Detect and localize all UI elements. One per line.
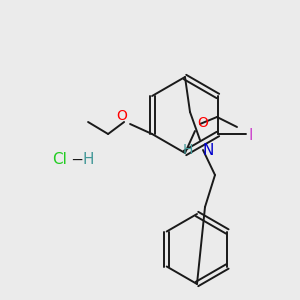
Text: I: I bbox=[249, 128, 254, 142]
Text: ─: ─ bbox=[72, 152, 81, 167]
Text: O: O bbox=[116, 109, 127, 123]
Text: H: H bbox=[82, 152, 94, 167]
Text: H: H bbox=[183, 143, 193, 157]
Text: N: N bbox=[202, 143, 213, 158]
Text: Cl: Cl bbox=[52, 152, 67, 167]
Text: O: O bbox=[197, 116, 208, 130]
